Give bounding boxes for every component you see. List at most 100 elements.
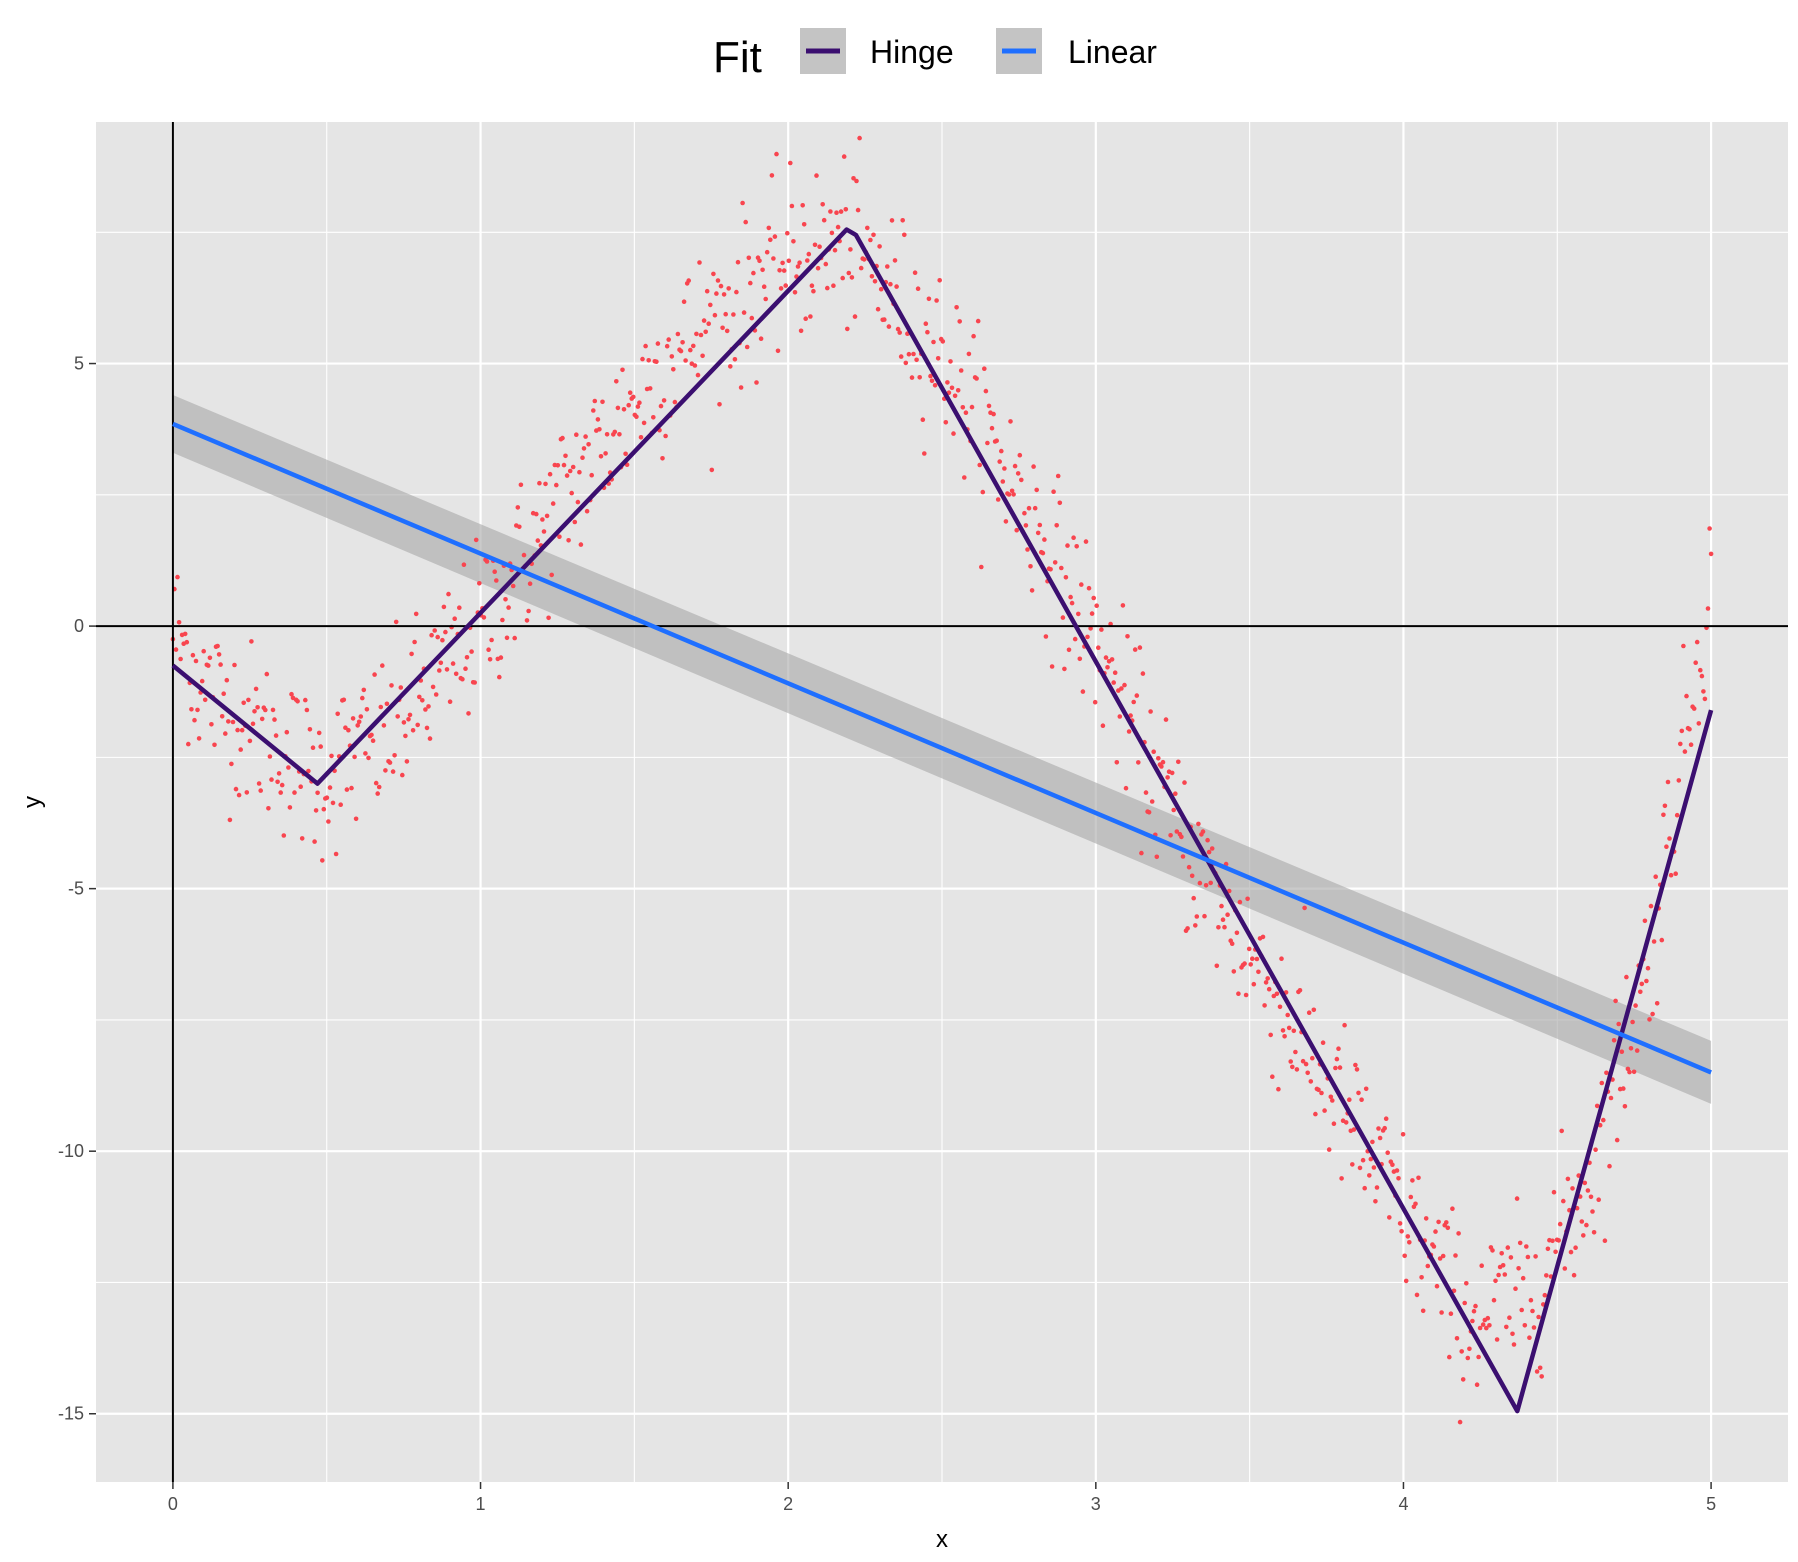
data-point [800,203,805,208]
data-point [375,791,381,796]
data-point [1597,1122,1603,1128]
data-point [1679,728,1685,734]
data-point [661,398,667,403]
data-point [546,615,551,621]
data-point [920,417,926,423]
data-point [1376,1126,1381,1131]
data-point [1006,492,1012,497]
data-point [1654,1001,1660,1006]
data-point [811,288,816,294]
data-point [728,364,733,369]
data-point [472,680,478,685]
data-point [1288,1059,1293,1064]
data-point [1179,834,1184,840]
data-point [506,605,511,610]
data-point [281,833,287,838]
data-point [221,691,226,696]
data-point [631,394,636,400]
fit-lines [171,227,1714,1414]
data-point [957,319,962,324]
data-point [1229,941,1235,946]
data-point [1343,1120,1349,1125]
data-point [316,730,322,736]
data-point [598,454,604,459]
data-point [366,755,371,761]
data-point [980,489,986,495]
data-point [726,286,731,291]
data-point [1491,1297,1497,1303]
data-point [1684,693,1689,699]
data-point [1063,575,1069,580]
data-point [635,404,641,409]
data-point [808,314,813,319]
data-point [1502,1272,1508,1277]
data-point [1100,723,1106,728]
data-point [935,356,941,361]
data-point [894,284,899,289]
data-point [612,429,618,435]
data-point [1613,998,1618,1004]
data-point [754,380,759,385]
data-point [768,237,773,243]
data-point [370,738,376,743]
data-point [1485,1315,1491,1321]
data-point [429,632,434,638]
data-point [900,218,905,223]
data-point [1530,1308,1535,1314]
data-point [258,788,264,793]
data-point [888,281,893,287]
data-point [1373,1199,1378,1204]
data-point [817,244,822,249]
data-point [1069,600,1075,606]
data-point [398,685,404,690]
data-point [1545,1246,1551,1252]
data-point [517,524,522,530]
data-point [444,667,450,672]
data-point [1390,1162,1395,1167]
data-point [1316,1087,1321,1093]
data-point [526,608,531,614]
data-point [176,620,182,625]
data-point [524,618,530,623]
data-point [623,451,628,457]
data-point [1120,603,1126,608]
data-point [269,777,274,782]
data-point [249,639,254,644]
data-point [1511,1342,1517,1347]
data-point [372,672,377,677]
data-point [1664,844,1669,849]
data-point [327,785,333,790]
data-point [1326,1147,1332,1152]
data-point [535,538,541,543]
data-point [1176,759,1181,765]
data-point [1601,1117,1606,1123]
data-point [758,336,764,342]
data-point [315,790,320,796]
data-point [772,234,778,239]
data-point [404,759,410,764]
data-point [715,278,721,283]
data-point [1383,1116,1389,1121]
data-point [1588,1194,1594,1200]
data-point [446,591,451,597]
data-point [560,435,565,441]
data-point [780,260,785,266]
data-point [360,695,365,701]
data-point [597,427,602,432]
data-point [555,463,561,468]
data-point [1399,1229,1404,1234]
data-point [430,684,436,690]
data-point [1099,627,1104,632]
data-point [1594,1103,1600,1109]
data-point [236,792,242,798]
data-point [1433,1229,1438,1234]
y-tick-label: 5 [74,354,84,374]
data-point [971,333,976,339]
data-point [433,692,439,697]
data-point [289,691,294,697]
data-point [392,753,397,758]
data-point [252,709,257,714]
data-point [1537,1365,1543,1371]
data-point [664,343,670,349]
data-point [227,817,233,823]
